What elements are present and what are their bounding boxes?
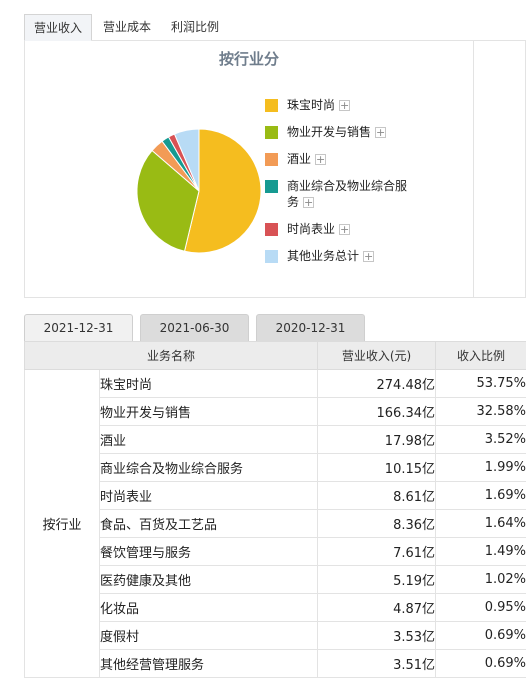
legend-label: 珠宝时尚 <box>287 98 335 112</box>
category-cell: 按行业 <box>25 370 100 678</box>
legend-label: 物业开发与销售 <box>287 125 371 139</box>
chart-panel: 按行业分 珠宝时尚+ 物业开发与销售+ 酒业+ 商业综合及物业综合服务+ 时尚表… <box>24 40 526 298</box>
expand-plus-icon[interactable]: + <box>339 100 350 111</box>
legend-swatch <box>265 250 278 263</box>
legend-swatch <box>265 99 278 112</box>
ratio-cell: 1.64% <box>436 510 526 538</box>
ratio-cell: 3.52% <box>436 426 526 454</box>
business-name-cell: 餐饮管理与服务 <box>100 538 318 566</box>
revenue-cell: 10.15亿 <box>318 454 436 482</box>
expand-plus-icon[interactable]: + <box>363 251 374 262</box>
tab-profit-ratio[interactable]: 利润比例 <box>162 14 228 41</box>
ratio-cell: 1.99% <box>436 454 526 482</box>
legend-label: 时尚表业 <box>287 222 335 236</box>
revenue-cell: 3.51亿 <box>318 650 436 678</box>
revenue-cell: 166.34亿 <box>318 398 436 426</box>
revenue-cell: 7.61亿 <box>318 538 436 566</box>
date-tab-2021-12-31[interactable]: 2021-12-31 <box>24 314 133 341</box>
header-ratio: 收入比例 <box>436 342 526 370</box>
business-name-cell: 商业综合及物业综合服务 <box>100 454 318 482</box>
chart-tab-bar: 营业收入 营业成本 利润比例 <box>24 14 526 41</box>
ratio-cell: 1.02% <box>436 566 526 594</box>
legend-label: 其他业务总计 <box>287 249 359 263</box>
date-tab-2020-12-31[interactable]: 2020-12-31 <box>256 314 365 341</box>
revenue-cell: 8.61亿 <box>318 482 436 510</box>
pie-chart <box>119 111 279 271</box>
business-name-cell: 医药健康及其他 <box>100 566 318 594</box>
business-name-cell: 珠宝时尚 <box>100 370 318 398</box>
expand-plus-icon[interactable]: + <box>375 127 386 138</box>
business-name-cell: 化妆品 <box>100 594 318 622</box>
legend-label: 酒业 <box>287 152 311 166</box>
business-name-cell: 食品、百货及工艺品 <box>100 510 318 538</box>
business-name-cell: 度假村 <box>100 622 318 650</box>
date-tab-2021-06-30[interactable]: 2021-06-30 <box>140 314 249 341</box>
legend-swatch <box>265 180 278 193</box>
revenue-cell: 4.87亿 <box>318 594 436 622</box>
business-name-cell: 酒业 <box>100 426 318 454</box>
ratio-cell: 32.58% <box>436 398 526 426</box>
business-name-cell: 时尚表业 <box>100 482 318 510</box>
revenue-cell: 5.19亿 <box>318 566 436 594</box>
legend-swatch <box>265 126 278 139</box>
legend-swatch <box>265 153 278 166</box>
business-name-cell: 其他经营管理服务 <box>100 650 318 678</box>
panel-divider <box>473 41 474 297</box>
tab-cost[interactable]: 营业成本 <box>94 14 160 41</box>
ratio-cell: 53.75% <box>436 370 526 398</box>
ratio-cell: 1.49% <box>436 538 526 566</box>
expand-plus-icon[interactable]: + <box>315 154 326 165</box>
ratio-cell: 0.95% <box>436 594 526 622</box>
revenue-cell: 274.48亿 <box>318 370 436 398</box>
ratio-cell: 0.69% <box>436 650 526 678</box>
header-revenue: 营业收入(元) <box>318 342 436 370</box>
revenue-cell: 3.53亿 <box>318 622 436 650</box>
chart-title: 按行业分 <box>25 48 473 69</box>
expand-plus-icon[interactable]: + <box>339 224 350 235</box>
business-name-cell: 物业开发与销售 <box>100 398 318 426</box>
ratio-cell: 1.69% <box>436 482 526 510</box>
tab-revenue[interactable]: 营业收入 <box>24 14 92 41</box>
legend-swatch <box>265 223 278 236</box>
header-business-name: 业务名称 <box>25 342 318 370</box>
table-header-row: 业务名称 营业收入(元) 收入比例 <box>25 342 526 370</box>
revenue-cell: 8.36亿 <box>318 510 436 538</box>
ratio-cell: 0.69% <box>436 622 526 650</box>
expand-plus-icon[interactable]: + <box>303 197 314 208</box>
revenue-cell: 17.98亿 <box>318 426 436 454</box>
